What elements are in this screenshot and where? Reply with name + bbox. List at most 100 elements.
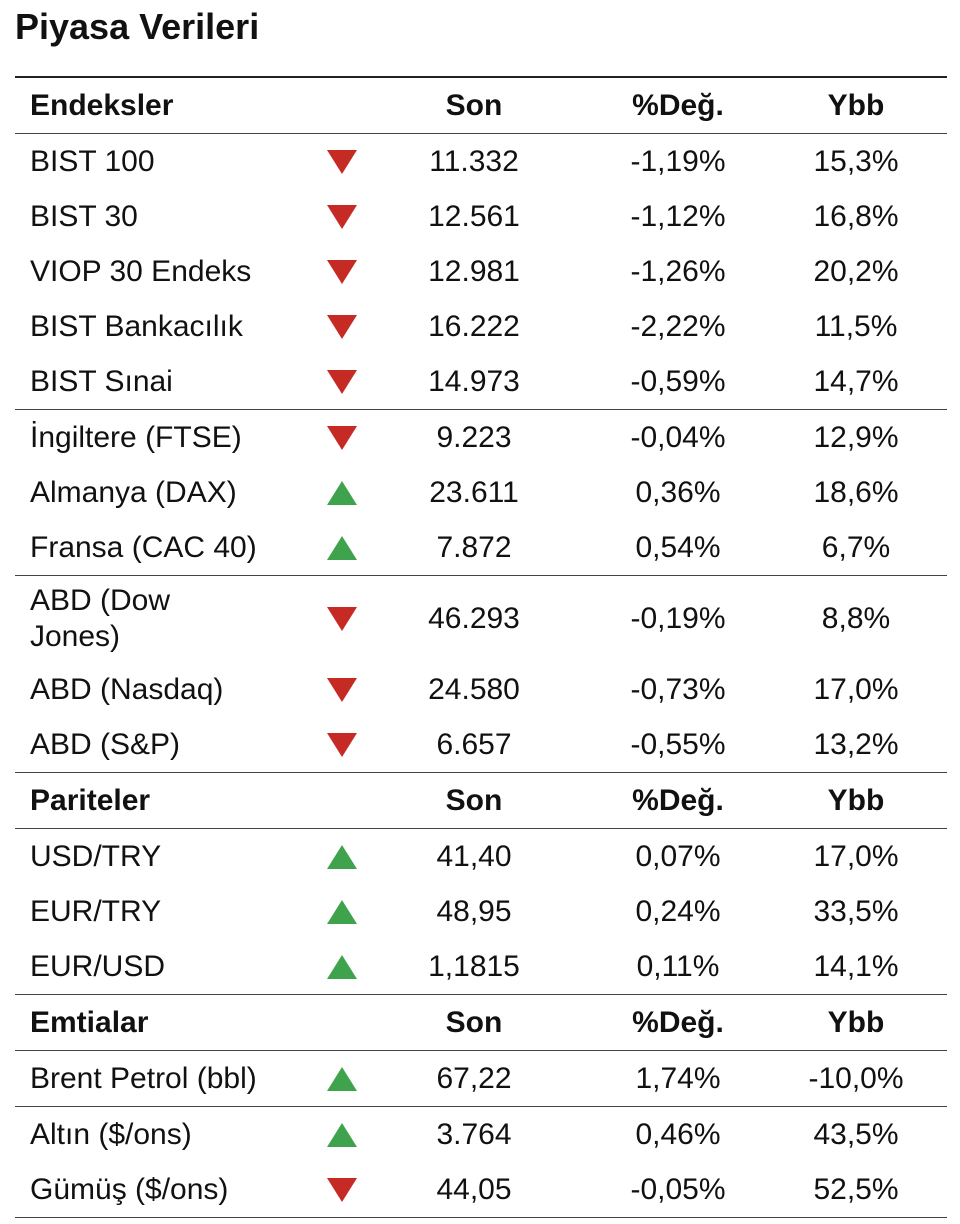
- cell-son: 24.580: [428, 672, 520, 706]
- arrow-down: [327, 1177, 357, 1202]
- header-row: Pariteler Son %Değ. Ybb: [15, 773, 947, 829]
- data-row: BIST Bankacılık 16.222 -2,22% 11,5%: [15, 299, 947, 354]
- data-row: ABD (S&P) 6.657 -0,55% 13,2%: [15, 717, 947, 772]
- triangle: [327, 899, 357, 924]
- cell-chg: 0,46%: [635, 1117, 721, 1151]
- cell-chg: -0,19%: [630, 602, 726, 635]
- data-row: EUR/TRY 48,95 0,24% 33,5%: [15, 884, 947, 939]
- cell-ybb: -10,0%: [808, 1061, 904, 1095]
- cell-chg: -0,73%: [630, 672, 726, 706]
- cell-son: 23.611: [429, 475, 519, 509]
- cell-ybb: 33,5%: [813, 894, 899, 928]
- arrow-up: [327, 954, 357, 979]
- data-row: Almanya (DAX) 23.611 0,36% 18,6%: [15, 465, 947, 520]
- cell-name: Altın ($/ons): [30, 1117, 192, 1151]
- data-row: ABD (Dow Jones) 46.293 -0,19% 8,8%: [15, 576, 947, 662]
- cell-chg: -1,19%: [630, 144, 726, 178]
- triangle: [327, 677, 357, 702]
- cell-chg: -0,04%: [630, 420, 726, 454]
- header-cell: Ybb: [827, 88, 885, 122]
- cell-son: 67,22: [436, 1061, 512, 1095]
- page-title: Piyasa Verileri: [15, 6, 260, 47]
- arrow-down: [327, 607, 357, 631]
- data-row: BIST 30 12.561 -1,12% 16,8%: [15, 189, 947, 244]
- triangle: [327, 204, 357, 229]
- cell-name: Brent Petrol (bbl): [30, 1061, 257, 1095]
- header-cell: %Değ.: [632, 1005, 724, 1039]
- cell-ybb: 43,5%: [813, 1117, 899, 1151]
- cell-son: 46.293: [428, 602, 520, 635]
- row-group: Altın ($/ons) 3.764 0,46% 43,5% Gümüş ($/ons…: [15, 1107, 947, 1218]
- row-group: BIST 100 11.332 -1,19% 15,3% BIST 30 12.561 -1…: [15, 134, 947, 410]
- arrow-up: [327, 1066, 357, 1091]
- cell-chg: 0,11%: [636, 949, 720, 983]
- arrow-down: [327, 314, 357, 339]
- cell-ybb: 18,6%: [813, 475, 899, 509]
- header-cell: Son: [445, 1005, 503, 1039]
- cell-name: Almanya (DAX): [30, 475, 237, 509]
- cell-ybb: 15,3%: [813, 144, 899, 178]
- data-row: BIST Sınai 14.973 -0,59% 14,7%: [15, 354, 947, 409]
- cell-son: 9.223: [436, 420, 512, 454]
- cell-name: EUR/TRY: [30, 894, 162, 928]
- cell-son: 3.764: [436, 1117, 512, 1151]
- cell-chg: 0,24%: [635, 894, 721, 928]
- triangle: [327, 1177, 357, 1202]
- cell-son: 16.222: [428, 309, 520, 343]
- cell-ybb: 12,9%: [813, 420, 899, 454]
- cell-ybb: 17,0%: [813, 672, 899, 706]
- cell-son: 14.973: [428, 364, 520, 398]
- cell-name: EUR/USD: [30, 949, 166, 983]
- cell-son: 12.981: [428, 254, 520, 288]
- cell-name: ABD (Dow Jones): [30, 584, 171, 653]
- cell-name: BIST 30: [30, 199, 138, 233]
- cell-ybb: 8,8%: [821, 602, 891, 635]
- triangle: [327, 259, 357, 284]
- data-row: Gümüş ($/ons) 44,05 -0,05% 52,5%: [15, 1162, 947, 1217]
- header-row: Endeksler Son %Değ. Ybb: [15, 78, 947, 134]
- cell-name: Fransa (CAC 40): [30, 530, 257, 564]
- arrow-up: [327, 480, 357, 505]
- arrow-down: [327, 425, 357, 450]
- cell-ybb: 52,5%: [813, 1172, 899, 1206]
- cell-son: 12.561: [428, 199, 520, 233]
- header-cell: Endeksler: [30, 88, 174, 122]
- cell-ybb: 14,7%: [813, 364, 899, 398]
- triangle: [327, 844, 357, 869]
- row-group: İngiltere (FTSE) 9.223 -0,04% 12,9% Almanya …: [15, 410, 947, 576]
- arrow-down: [327, 149, 357, 174]
- cell-name: BIST Bankacılık: [30, 309, 243, 343]
- header-cell: Ybb: [827, 783, 885, 817]
- arrow-down: [327, 204, 357, 229]
- data-row: Fransa (CAC 40) 7.872 0,54% 6,7%: [15, 520, 947, 575]
- cell-chg: -1,26%: [630, 254, 726, 288]
- cell-ybb: 11,5%: [814, 309, 898, 343]
- cell-chg: 1,74%: [635, 1061, 721, 1095]
- cell-son: 6.657: [436, 727, 512, 761]
- arrow-up: [327, 899, 357, 924]
- cell-chg: -0,05%: [630, 1172, 726, 1206]
- cell-ybb: 14,1%: [813, 949, 899, 983]
- header-cell: Pariteler: [30, 783, 151, 817]
- cell-ybb: 13,2%: [813, 727, 899, 761]
- triangle: [327, 732, 357, 757]
- cell-name: VIOP 30 Endeks: [30, 254, 252, 288]
- data-row: Altın ($/ons) 3.764 0,46% 43,5%: [15, 1107, 947, 1162]
- cell-ybb: 17,0%: [813, 839, 899, 873]
- cell-name: ABD (S&P): [30, 727, 181, 761]
- arrow-down: [327, 369, 357, 394]
- market-table: Endeksler Son %Değ. Ybb BIST 100 11.332 -1,19%…: [15, 76, 947, 1218]
- header-cell: Son: [445, 783, 503, 817]
- cell-name: İngiltere (FTSE): [30, 420, 242, 454]
- arrow-up: [327, 1122, 357, 1147]
- cell-name: BIST 100: [30, 144, 155, 178]
- header-cell: %Değ.: [632, 88, 724, 122]
- cell-chg: 0,54%: [635, 530, 721, 564]
- row-group: USD/TRY 41,40 0,07% 17,0% EUR/TRY 48,95 0,24% 3…: [15, 829, 947, 995]
- cell-chg: -2,22%: [630, 309, 726, 343]
- data-row: EUR/USD 1,1815 0,11% 14,1%: [15, 939, 947, 994]
- triangle: [327, 425, 357, 450]
- header-cell: Ybb: [827, 1005, 885, 1039]
- header-row: Emtialar Son %Değ. Ybb: [15, 995, 947, 1051]
- cell-son: 11.332: [429, 144, 519, 178]
